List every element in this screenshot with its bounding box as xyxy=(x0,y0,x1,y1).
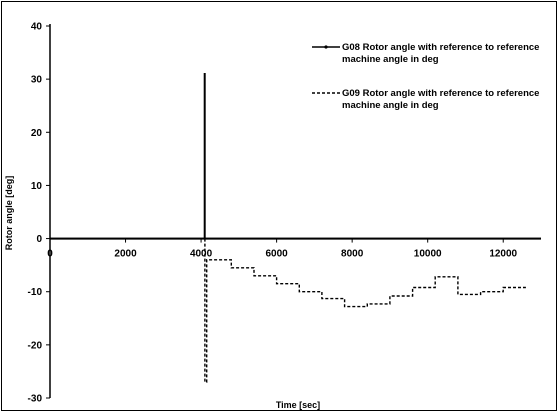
legend-label-line: machine angle in deg xyxy=(342,54,439,65)
chart-series xyxy=(50,73,541,383)
y-tick-label: -10 xyxy=(28,287,43,298)
y-axis-label: Rotor angle [deg] xyxy=(4,176,14,251)
y-tick-label: 20 xyxy=(31,128,43,139)
x-tick-label: 12000 xyxy=(489,249,517,260)
legend-label-g08: G08 Rotor angle with reference to refere… xyxy=(342,42,539,65)
x-tick-label: 4000 xyxy=(190,249,213,260)
x-tick-label: 6000 xyxy=(265,249,288,260)
legend-label-line: G08 Rotor angle with reference to refere… xyxy=(342,42,539,53)
x-tick-label: 10000 xyxy=(414,249,442,260)
legend-label-line: machine angle in deg xyxy=(342,100,439,111)
series-line-g08 xyxy=(50,73,541,240)
y-tick-label: 40 xyxy=(31,22,43,33)
legend-label-line: G09 Rotor angle with reference to refere… xyxy=(342,88,539,99)
chart-axes xyxy=(46,24,541,399)
y-tick-label: 10 xyxy=(31,181,43,192)
series-line-g09 xyxy=(204,238,526,383)
legend-label-g09: G09 Rotor angle with reference to refere… xyxy=(342,88,539,111)
chart-legend: G08 Rotor angle with reference to refere… xyxy=(312,42,539,111)
y-tick-label: 30 xyxy=(31,75,43,86)
legend-marker xyxy=(324,45,328,49)
y-tick-label: -30 xyxy=(28,394,43,405)
chart-tick-labels: 40 30 20 10 0 -10 -20 -30 0 2000 4000 6000 8000 10000… xyxy=(28,22,518,405)
x-tick-label: 2000 xyxy=(114,249,137,260)
x-axis-label: Time [sec] xyxy=(276,400,320,410)
y-tick-label: 0 xyxy=(36,234,42,245)
x-tick-label: 8000 xyxy=(341,249,364,260)
x-tick-label: 0 xyxy=(47,249,53,260)
y-tick-label: -20 xyxy=(28,340,43,351)
